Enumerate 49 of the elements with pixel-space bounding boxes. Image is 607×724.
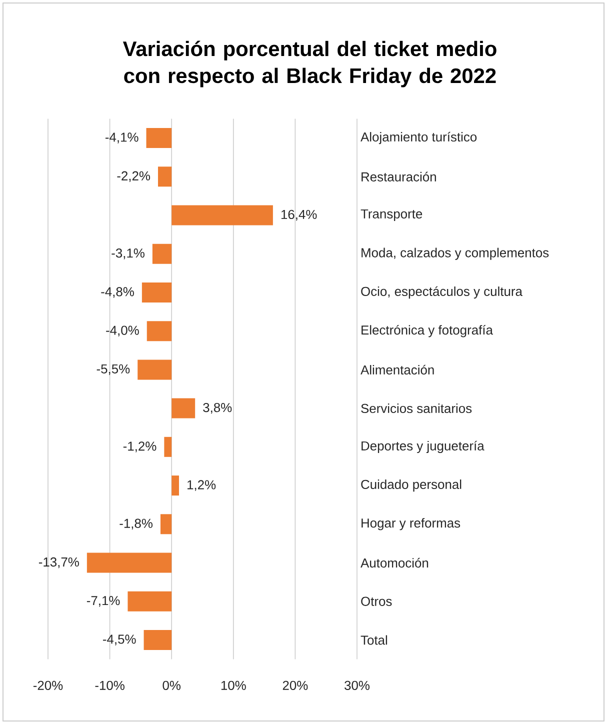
data-label: -13,7% bbox=[38, 557, 79, 568]
y-tick-label: Servicios sanitarios bbox=[361, 404, 472, 414]
x-tick-label: -20% bbox=[33, 680, 63, 690]
y-tick-label: Deportes y juguetería bbox=[362, 440, 484, 454]
y-tick-label: Alimentación bbox=[360, 364, 434, 375]
bar bbox=[146, 128, 172, 148]
data-label: -1,8% bbox=[120, 518, 152, 530]
bar bbox=[172, 205, 273, 226]
data-label: -4,1% bbox=[105, 132, 138, 144]
x-tick-label: 30% bbox=[344, 680, 370, 690]
y-tick-label: Transporte bbox=[360, 209, 422, 222]
chart-title: Variación porcentual del ticket medio con respecto al Black Friday de 2022 bbox=[122, 40, 496, 88]
y-tick-label: Ocio, espectáculos y cultura bbox=[361, 286, 522, 299]
bar bbox=[172, 476, 180, 496]
x-tick-label: 20% bbox=[282, 680, 308, 690]
bar bbox=[138, 360, 172, 380]
y-tick-label: Electrónica y fotografía bbox=[362, 324, 493, 338]
data-label: -7,1% bbox=[86, 596, 120, 607]
bar bbox=[86, 552, 172, 573]
data-label: 1,2% bbox=[188, 480, 216, 491]
x-tick-label: -10% bbox=[95, 680, 124, 690]
bar bbox=[144, 630, 172, 650]
data-label: -2,2% bbox=[117, 171, 150, 182]
bar bbox=[152, 244, 172, 264]
y-tick-label: Total bbox=[360, 635, 388, 645]
y-tick-label: Moda, calzados y complementos bbox=[362, 248, 549, 260]
y-tick-label: Restauración bbox=[362, 172, 436, 182]
y-tick-label: Cuidado personal bbox=[361, 479, 462, 492]
bar bbox=[142, 282, 172, 302]
bar bbox=[164, 436, 172, 457]
bar bbox=[160, 514, 172, 534]
y-tick-label: Automoción bbox=[360, 558, 428, 568]
x-tick-label: 0% bbox=[162, 680, 181, 690]
y-tick-label: Otros bbox=[361, 596, 392, 606]
data-label: -4,0% bbox=[106, 326, 139, 336]
x-tick-label: 10% bbox=[221, 680, 246, 690]
y-tick-label: Hogar y reformas bbox=[362, 518, 460, 530]
data-label: 3,8% bbox=[203, 402, 232, 414]
data-label: -5,5% bbox=[96, 364, 130, 376]
bar bbox=[146, 321, 172, 342]
bar bbox=[128, 591, 172, 612]
y-tick-label: Alojamiento turístico bbox=[360, 132, 477, 144]
bar bbox=[172, 398, 196, 418]
data-label: -1,2% bbox=[123, 442, 156, 452]
data-label: -3,1% bbox=[112, 248, 144, 260]
data-label: 16,4% bbox=[281, 210, 317, 221]
bar bbox=[158, 166, 172, 187]
data-label: -4,8% bbox=[101, 287, 134, 298]
data-label: -4,5% bbox=[103, 634, 136, 646]
